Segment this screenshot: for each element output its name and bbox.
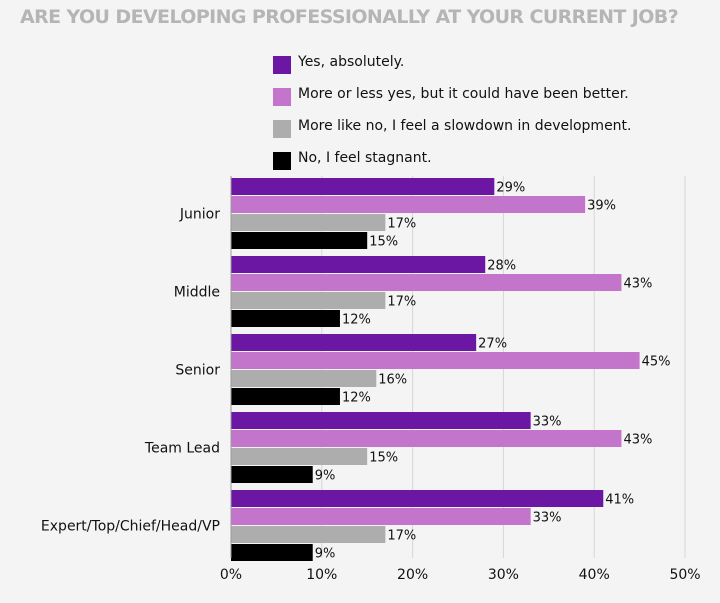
legend-label: More or less yes, but it could have been… [298,86,629,102]
bar [231,412,531,429]
data-label: 17% [387,295,416,310]
data-label: 45% [642,355,671,370]
data-label: 43% [623,433,652,448]
category-label: Expert/Top/Chief/Head/VP [41,519,220,535]
bar [231,370,377,387]
bar [231,388,340,405]
data-label: 33% [533,415,562,430]
legend-swatch [273,120,291,138]
legend-swatch [273,88,291,106]
data-label: 17% [387,217,416,232]
bar [231,526,386,543]
bar [231,448,368,465]
bar [231,232,368,249]
data-label: 33% [533,511,562,526]
legend-swatch [273,152,291,170]
legend-swatch [273,56,291,74]
bar [231,352,640,369]
bar [231,178,495,195]
data-label: 29% [496,181,525,196]
data-label: 9% [315,547,336,562]
data-label: 43% [623,277,652,292]
data-label: 15% [369,451,398,466]
data-label: 41% [605,493,634,508]
bar [231,430,622,447]
category-label: Middle [174,285,220,301]
bar [231,292,386,309]
bar [231,310,340,327]
data-label: 16% [378,373,407,388]
data-label: 39% [587,199,616,214]
x-tick-label: 50% [669,567,700,583]
data-label: 28% [487,259,516,274]
category-label: Junior [179,207,220,223]
category-label: Senior [175,363,220,379]
bar [231,274,622,291]
bar [231,544,313,561]
x-tick-label: 10% [306,567,337,583]
data-label: 9% [315,469,336,484]
category-label: Team Lead [144,441,220,457]
x-tick-label: 40% [579,567,610,583]
chart-title: ARE YOU DEVELOPING PROFESSIONALLY AT YOU… [20,6,679,28]
data-label: 15% [369,235,398,250]
bar [231,256,486,273]
legend-label: Yes, absolutely. [298,54,405,70]
data-label: 12% [342,313,371,328]
bar [231,334,477,351]
data-label: 17% [387,529,416,544]
bar [231,466,313,483]
x-tick-label: 20% [397,567,428,583]
bar [231,196,586,213]
data-label: 27% [478,337,507,352]
x-tick-label: 30% [488,567,519,583]
data-label: 12% [342,391,371,406]
bar [231,214,386,231]
bar [231,490,604,507]
bar [231,508,531,525]
legend-label: More like no, I feel a slowdown in devel… [298,118,632,134]
legend-label: No, I feel stagnant. [298,150,432,166]
x-tick-label: 0% [220,567,242,583]
